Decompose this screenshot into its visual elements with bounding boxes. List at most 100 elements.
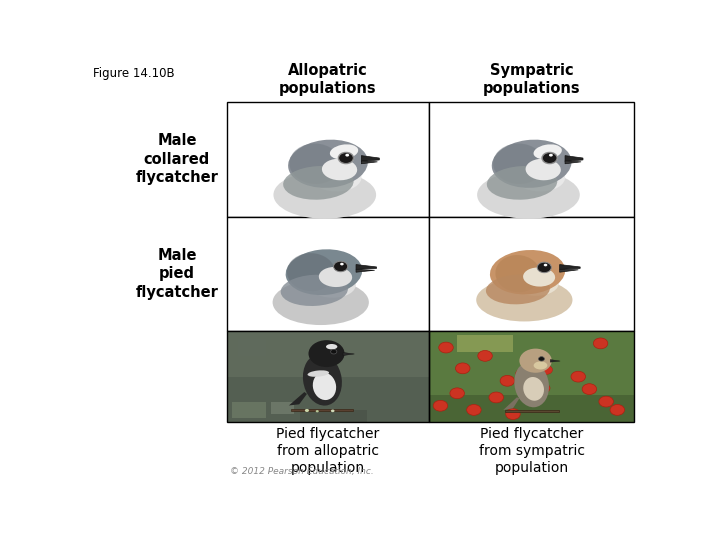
Text: Sympatric
populations: Sympatric populations [483, 63, 580, 96]
Ellipse shape [487, 166, 557, 200]
Circle shape [599, 396, 613, 407]
Polygon shape [356, 269, 374, 272]
Ellipse shape [286, 249, 362, 295]
Polygon shape [559, 265, 580, 269]
Ellipse shape [490, 250, 565, 294]
Bar [429, 395, 634, 422]
Circle shape [315, 410, 319, 413]
Circle shape [330, 349, 337, 354]
Bar [292, 409, 354, 411]
Ellipse shape [523, 267, 555, 287]
Bar [227, 331, 429, 422]
Ellipse shape [330, 144, 358, 159]
Circle shape [539, 356, 544, 361]
Polygon shape [565, 161, 581, 164]
Ellipse shape [307, 160, 361, 191]
Circle shape [438, 342, 454, 353]
Polygon shape [559, 269, 578, 272]
Polygon shape [565, 156, 583, 161]
Circle shape [333, 261, 348, 272]
Ellipse shape [281, 275, 348, 306]
Ellipse shape [511, 160, 565, 191]
Bar [505, 410, 559, 412]
Bar [227, 331, 429, 422]
Circle shape [519, 349, 552, 373]
Ellipse shape [534, 144, 562, 159]
Bar [300, 410, 367, 422]
Ellipse shape [273, 280, 369, 325]
Ellipse shape [486, 274, 550, 305]
Circle shape [521, 380, 533, 389]
Circle shape [340, 263, 343, 266]
Ellipse shape [289, 144, 341, 184]
Ellipse shape [493, 144, 544, 184]
Circle shape [538, 383, 550, 393]
Text: Pied flycatcher
from allopatric
population: Pied flycatcher from allopatric populati… [276, 427, 379, 475]
Text: © 2012 Pearson Education, Inc.: © 2012 Pearson Education, Inc. [230, 468, 373, 476]
Polygon shape [503, 397, 519, 410]
Circle shape [489, 392, 503, 403]
Circle shape [346, 154, 349, 157]
Ellipse shape [283, 166, 354, 200]
Circle shape [505, 409, 521, 420]
Ellipse shape [305, 269, 356, 298]
Ellipse shape [326, 344, 338, 349]
Bar [429, 217, 634, 331]
Ellipse shape [288, 140, 368, 188]
Circle shape [331, 409, 335, 412]
Text: Male
collared
flycatcher: Male collared flycatcher [135, 133, 218, 186]
Circle shape [610, 404, 624, 415]
Circle shape [500, 375, 515, 386]
Polygon shape [289, 392, 307, 406]
Ellipse shape [514, 362, 549, 407]
Circle shape [308, 340, 345, 367]
Circle shape [478, 350, 492, 361]
Ellipse shape [322, 159, 357, 180]
Ellipse shape [492, 140, 572, 188]
Ellipse shape [319, 267, 352, 287]
Bar [227, 331, 429, 377]
Polygon shape [356, 265, 377, 269]
Ellipse shape [534, 361, 547, 369]
Circle shape [450, 388, 464, 399]
Ellipse shape [303, 354, 342, 406]
Ellipse shape [495, 255, 541, 292]
Circle shape [542, 152, 557, 164]
Ellipse shape [526, 159, 561, 180]
Circle shape [338, 152, 354, 164]
Polygon shape [550, 360, 560, 362]
Circle shape [593, 338, 608, 349]
Ellipse shape [307, 370, 329, 377]
Text: Male
pied
flycatcher: Male pied flycatcher [135, 248, 218, 300]
Bar [429, 331, 634, 422]
Circle shape [540, 365, 552, 374]
Polygon shape [361, 156, 379, 161]
Text: Allopatric
populations: Allopatric populations [279, 63, 377, 96]
Bar [227, 102, 429, 217]
Bar [271, 402, 294, 414]
Bar [457, 335, 513, 352]
Bar [227, 217, 429, 331]
Circle shape [433, 400, 448, 411]
Circle shape [582, 384, 597, 395]
Ellipse shape [312, 373, 336, 400]
Circle shape [516, 369, 528, 378]
Ellipse shape [509, 268, 559, 296]
Polygon shape [343, 353, 354, 355]
Circle shape [456, 363, 470, 374]
Circle shape [537, 262, 552, 273]
Polygon shape [361, 161, 377, 164]
Text: Figure 14.10B: Figure 14.10B [93, 67, 174, 80]
Bar [233, 402, 266, 418]
Bar [238, 339, 266, 356]
Circle shape [305, 409, 309, 412]
Ellipse shape [476, 279, 572, 321]
Bar [429, 102, 634, 217]
Circle shape [467, 404, 481, 415]
Circle shape [571, 371, 585, 382]
Bar [429, 331, 634, 422]
Ellipse shape [274, 171, 376, 219]
Ellipse shape [477, 171, 580, 219]
Circle shape [544, 264, 547, 266]
Ellipse shape [287, 253, 336, 291]
